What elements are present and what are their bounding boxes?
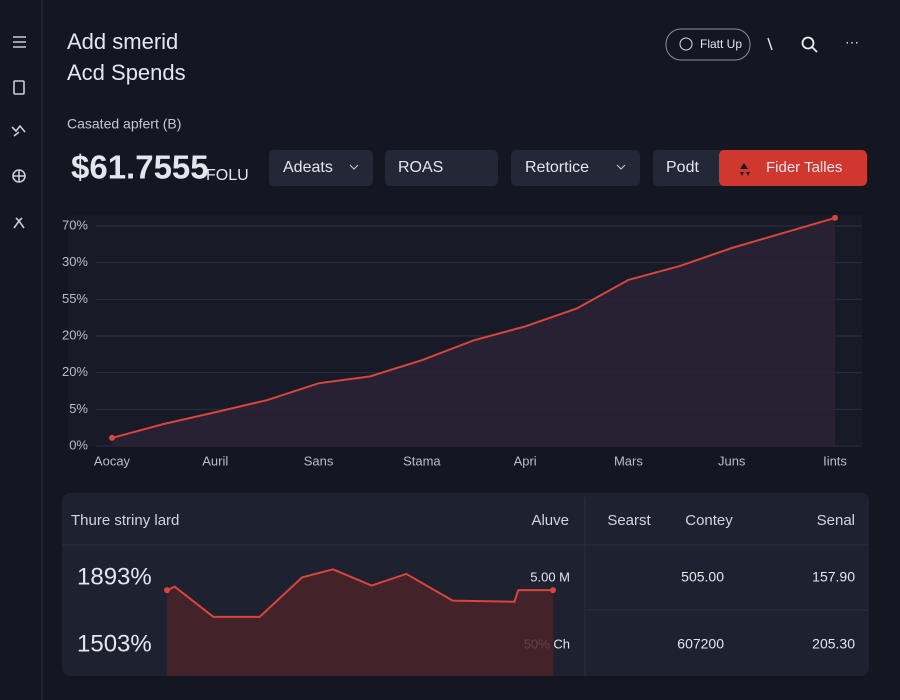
table-header: Aluve <box>531 512 569 529</box>
separator <box>767 37 773 51</box>
chart-icon[interactable] <box>11 124 26 137</box>
button-icon <box>679 37 693 51</box>
table-chart <box>164 568 556 676</box>
tool-icon[interactable] <box>13 217 25 229</box>
table-cell: 157.90 <box>812 569 855 585</box>
dropdown[interactable] <box>269 150 373 186</box>
chevron <box>349 164 359 170</box>
line <box>166 568 553 618</box>
x-tick-label: Iints <box>823 453 847 468</box>
flatt-up-button[interactable] <box>665 28 751 61</box>
end-point <box>164 587 170 594</box>
title: Acd Spends <box>67 60 186 85</box>
y-tick-label: 55% <box>62 291 88 306</box>
table-header: Searst <box>607 512 651 529</box>
table-cell: 1503% <box>77 630 152 657</box>
y-tick-label: 0% <box>69 437 88 452</box>
table: Thure striny lard Aluve Searst Contey Senal 1… <box>71 512 855 657</box>
table-cell: 1893% <box>77 563 152 590</box>
action-button[interactable] <box>719 150 867 186</box>
more-icon[interactable]: ··· <box>845 34 859 50</box>
table-cell: 205.30 <box>812 636 855 652</box>
y-tick-label: 5% <box>69 401 88 416</box>
area <box>112 217 835 446</box>
field-label: ROAS <box>398 159 443 176</box>
caption: Casated apfert (B) <box>67 116 181 132</box>
chevron <box>616 164 626 170</box>
dropdown-label: Retortice <box>525 159 589 176</box>
x-tick-label: Apri <box>514 453 537 468</box>
sidebar-icons <box>11 36 26 229</box>
button-label: Flatt Up <box>700 37 742 51</box>
x-tick-label: Aocay <box>94 453 131 468</box>
x-tick-label: Auril <box>202 453 228 468</box>
action-icon <box>740 163 750 176</box>
end-point <box>832 214 838 221</box>
table-header: Senal <box>817 512 855 529</box>
amount: $61.7555 <box>71 149 209 186</box>
x-tick-label: Stama <box>403 453 441 468</box>
y-tick-label: 70% <box>62 217 88 232</box>
search-icon[interactable] <box>801 36 815 50</box>
globe-lines <box>13 170 25 182</box>
field-label: Podt <box>666 159 699 176</box>
menu-icon[interactable] <box>13 36 26 48</box>
x-tick-label: Mars <box>614 453 643 468</box>
search-handle <box>811 46 818 53</box>
amount-unit: FOLU <box>206 167 249 184</box>
title: Add smerid <box>67 29 178 54</box>
y-tick-label: 30% <box>62 254 88 269</box>
end-point <box>109 434 115 441</box>
field[interactable] <box>385 150 498 186</box>
line <box>111 216 836 439</box>
field[interactable] <box>653 150 733 186</box>
y-tick-label: 20% <box>62 364 88 379</box>
table-cell: 607200 <box>677 636 724 652</box>
table-header: Contey <box>685 512 733 529</box>
table-cell: 505.00 <box>681 569 724 585</box>
area <box>167 569 553 676</box>
table-cell: 5.00 M <box>530 569 570 584</box>
end-point <box>550 587 556 594</box>
x-tick-label: Sans <box>304 453 334 468</box>
x-tick-label: Juns <box>718 453 746 468</box>
main-chart: 0% 5% 20% 20% 55% 30% 70% Aocay Auril Sans Stama Ap… <box>62 214 862 468</box>
dropdown-label: Adeats <box>283 159 333 176</box>
book-icon[interactable] <box>13 80 25 95</box>
y-tick-label: 20% <box>62 327 88 342</box>
action-label: Fider Talles <box>766 159 842 176</box>
table-header: Thure striny lard <box>71 512 179 529</box>
dropdown[interactable] <box>511 150 640 186</box>
